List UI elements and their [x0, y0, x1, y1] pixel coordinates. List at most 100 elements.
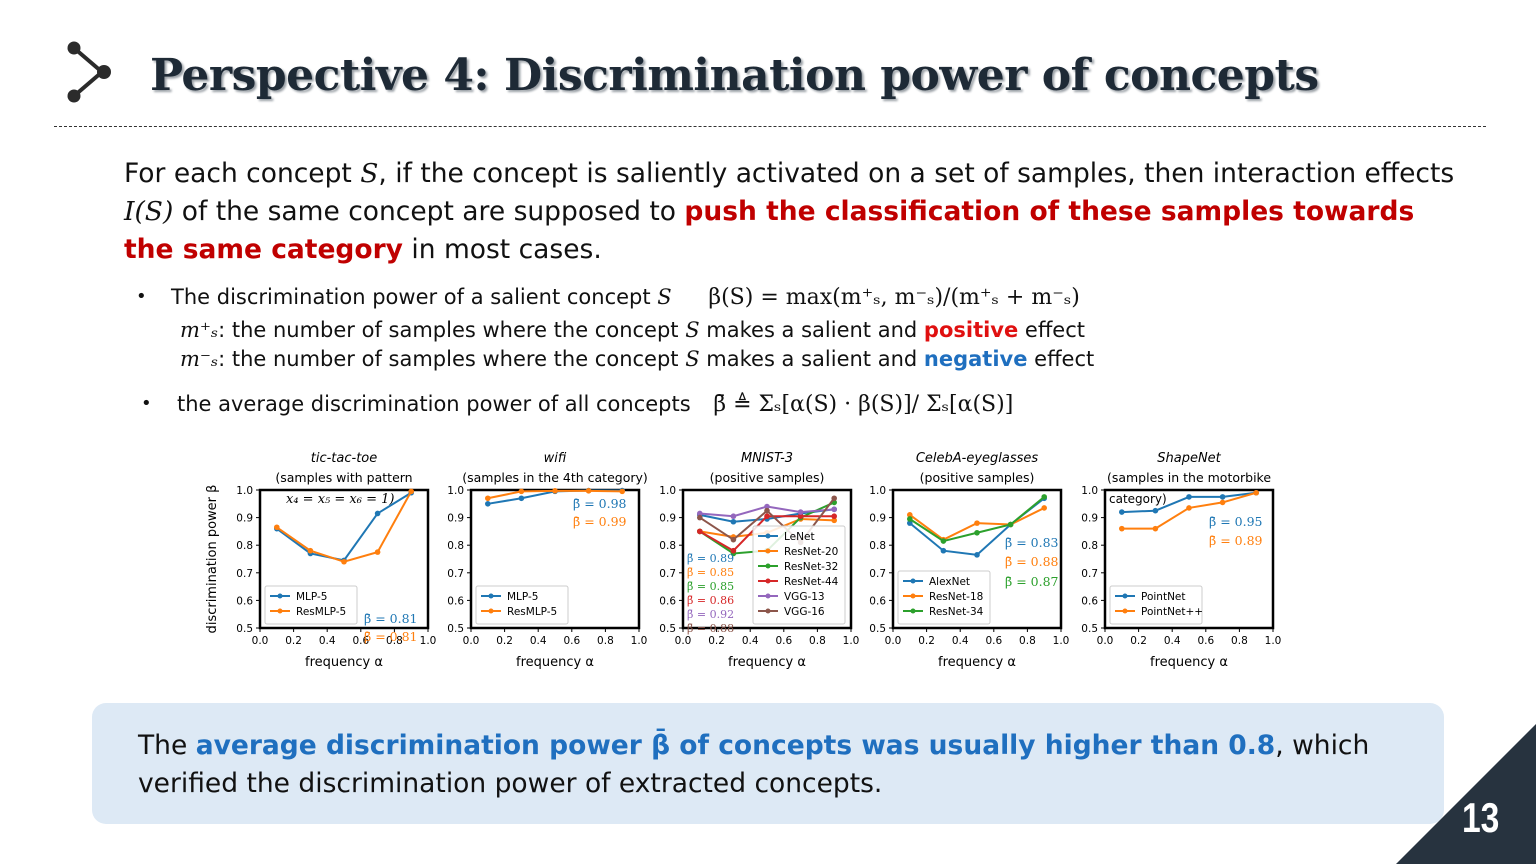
y-tick-label: 0.8 [1081, 540, 1098, 552]
data-point [485, 501, 491, 507]
y-tick-label: 0.6 [869, 595, 886, 607]
data-point [831, 517, 837, 524]
legend-entry: ResMLP-5 [296, 606, 346, 618]
beta-label: β̄ = 0.89 [1209, 533, 1263, 548]
title-divider [54, 126, 1486, 127]
x-tick-label: 0.0 [1097, 635, 1114, 647]
beta-label: β̄ = 0.86 [687, 594, 734, 607]
data-point [485, 495, 491, 502]
positive-word: positive [923, 318, 1019, 342]
bullet-beta-text: The discrimination power of a salient co… [171, 285, 658, 309]
beta-label: β̄ = 0.95 [1209, 514, 1262, 529]
data-point [1119, 509, 1125, 515]
x-tick-label: 0.8 [597, 635, 614, 647]
beta-label: β̄ = 0.89 [687, 552, 734, 565]
data-point [1219, 499, 1226, 506]
legend-entry: LeNet [784, 531, 815, 543]
plus-tail: effect [1018, 318, 1085, 342]
legend-marker [765, 533, 771, 539]
y-tick-label: 0.6 [659, 595, 676, 607]
bullet-dot-2: • [141, 393, 152, 414]
x-tick-label: 0.6 [563, 635, 580, 647]
minus-tail: effect [1027, 347, 1095, 371]
y-tick-label: 1.0 [659, 485, 676, 497]
data-point [1219, 494, 1226, 500]
x-tick-label: 1.0 [1265, 635, 1282, 647]
x-tick-label: 0.2 [1130, 635, 1147, 647]
data-point [518, 495, 525, 502]
x-axis-label: frequency α [305, 655, 383, 670]
x-tick-label: 0.6 [352, 635, 369, 647]
data-point [764, 513, 770, 520]
summary-text-1: The [138, 730, 196, 761]
x-tick-label: 0.0 [885, 635, 902, 647]
x-tick-label: 0.2 [285, 635, 302, 647]
x-tick-label: 0.8 [1231, 635, 1248, 647]
data-point [307, 547, 314, 554]
legend-entry: PointNet++ [1141, 606, 1203, 618]
bullet-beta-var: S [657, 285, 672, 309]
definition-plus: m⁺ₛ: the number of samples where the con… [180, 316, 1085, 344]
data-point [1152, 525, 1159, 532]
data-point [907, 512, 913, 518]
legend-marker [1122, 593, 1128, 599]
chart-annotation: x₄ = x₅ = x₆ = 1) [286, 492, 394, 507]
data-point [697, 510, 703, 517]
x-tick-label: 0.0 [463, 635, 480, 647]
data-point [764, 503, 770, 510]
x-tick-label: 0.2 [496, 635, 513, 647]
x-tick-label: 0.4 [530, 635, 547, 647]
x-tick-label: 0.2 [918, 635, 935, 647]
minus-text-a: : the number of samples where the concep… [218, 347, 686, 371]
y-tick-label: 0.5 [869, 623, 886, 635]
data-point [764, 507, 770, 514]
x-tick-label: 0.6 [1197, 635, 1214, 647]
logo-icon [67, 41, 111, 103]
page-title: Perspective 4: Discrimination power of c… [150, 50, 1319, 101]
y-tick-label: 0.5 [659, 623, 676, 635]
chart-title: CelebA-eyeglasses [916, 451, 1039, 466]
y-tick-label: 0.7 [236, 568, 253, 580]
definition-minus: m⁻ₛ: the number of samples where the con… [180, 345, 1094, 373]
y-tick-label: 0.5 [236, 623, 253, 635]
intro-var-s: S [360, 158, 379, 189]
intro-paragraph: For each concept S, if the concept is sa… [124, 155, 1464, 269]
legend-marker [277, 608, 283, 614]
data-point [831, 495, 837, 502]
data-point [341, 558, 347, 565]
legend-entry: ResNet-18 [929, 591, 983, 603]
legend-marker [765, 578, 771, 584]
y-tick-label: 0.8 [869, 540, 886, 552]
y-tick-label: 0.5 [1081, 623, 1098, 635]
y-tick-label: 0.7 [869, 568, 886, 580]
x-axis-label: frequency α [938, 655, 1016, 670]
data-point [831, 506, 837, 513]
x-tick-label: 0.8 [1019, 635, 1036, 647]
chart-subtitle: (samples with pattern [275, 470, 412, 485]
plus-text-b: makes a salient and [699, 318, 924, 342]
x-tick-label: 0.6 [985, 635, 1002, 647]
legend-entry: ResNet-34 [929, 606, 984, 618]
data-point [797, 513, 804, 520]
x-tick-label: 0.0 [252, 635, 269, 647]
page-corner [1396, 724, 1536, 864]
y-tick-label: 0.6 [447, 595, 464, 607]
x-tick-label: 0.8 [809, 635, 826, 647]
legend-marker [765, 608, 771, 614]
legend-entry: AlexNet [929, 576, 970, 588]
data-point [1186, 505, 1192, 511]
page-number: 13 [1462, 794, 1500, 841]
chart-3: MNIST-3 (positive samples) 0.5 0.6 0.7 0.8 0.9… [659, 451, 859, 670]
data-point [697, 514, 703, 521]
data-point [940, 538, 947, 544]
plus-var: S [685, 318, 700, 342]
y-tick-label: 0.9 [659, 513, 676, 525]
average-formula: β̄ ≜ Σₛ[α(S) · β(S)]/ Σₛ[α(S)] [713, 392, 1014, 417]
summary-text-2: , which verified the discrimination powe… [138, 730, 1370, 799]
data-point [974, 529, 980, 536]
x-tick-label: 0.4 [319, 635, 336, 647]
bullet-dot-1: • [136, 286, 147, 307]
data-point [1119, 525, 1125, 532]
chart-annotation: category) [1109, 492, 1167, 506]
minus-var: S [685, 347, 700, 371]
